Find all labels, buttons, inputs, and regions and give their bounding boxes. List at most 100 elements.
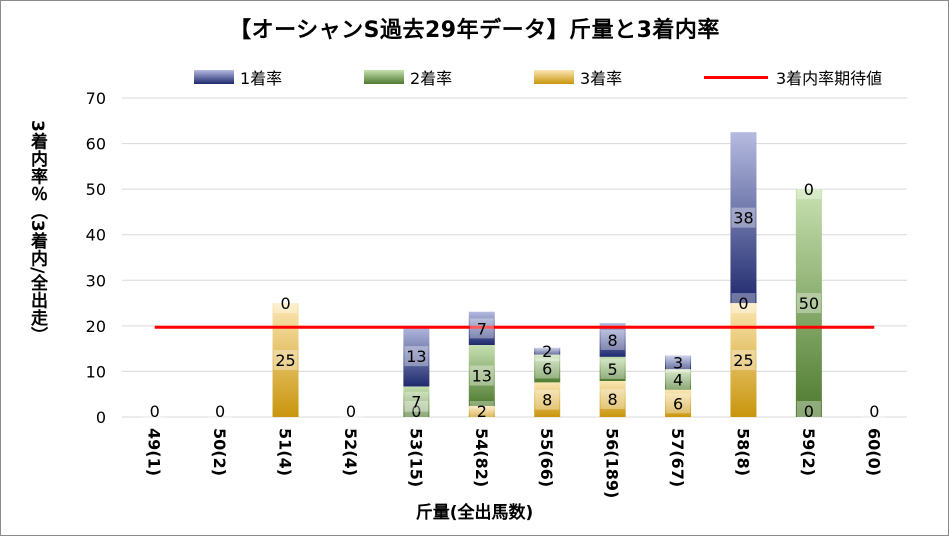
data-label: 2 <box>477 402 487 421</box>
x-tick-label: 57(67) <box>668 428 687 487</box>
data-label: 6 <box>542 359 552 378</box>
y-tick-label: 20 <box>86 317 106 336</box>
x-tick-label: 53(15) <box>406 428 425 487</box>
legend-item-second: 2着率 <box>364 66 452 88</box>
data-label: 0 <box>804 402 814 421</box>
data-label: 0 <box>346 402 356 421</box>
y-tick-label: 30 <box>86 271 106 290</box>
legend-item-expected: 3着内率期待値 <box>704 66 882 88</box>
legend-item-third: 3着率 <box>534 66 622 88</box>
x-tick-label: 49(1) <box>145 428 164 476</box>
y-tick-label: 40 <box>86 226 106 245</box>
data-label: 4 <box>673 370 683 389</box>
x-tick-label: 54(82) <box>472 428 491 487</box>
y-axis-label: 3着内率％（3着内/全出走） <box>27 120 47 344</box>
data-label-bg <box>796 401 821 421</box>
data-label-bg <box>338 401 363 421</box>
chart-title: 【オーシャンS過去29年データ】斤量と3着内率 <box>229 18 720 43</box>
legend-label-second: 2着率 <box>410 69 453 88</box>
data-label: 8 <box>608 331 618 350</box>
data-label: 3 <box>673 353 683 372</box>
data-label-bg <box>666 393 691 414</box>
legend-line-expected <box>704 75 768 79</box>
data-label-bg <box>404 401 429 421</box>
data-label: 50 <box>799 294 819 313</box>
data-label-bg <box>273 293 298 314</box>
y-tick-label: 50 <box>86 180 106 199</box>
data-label: 2 <box>542 342 552 361</box>
x-tick-label: 56(189) <box>603 428 622 498</box>
data-label-bg <box>666 369 691 390</box>
bar-segment <box>730 132 757 304</box>
bar-segment <box>403 386 430 417</box>
data-label-bg <box>535 358 560 379</box>
bar-segment <box>599 323 626 357</box>
data-label: 0 <box>150 402 160 421</box>
data-label: 0 <box>411 402 421 421</box>
data-label-bg <box>731 350 756 371</box>
data-label: 8 <box>542 391 552 410</box>
bar-segment <box>534 382 561 417</box>
bar-segment <box>795 189 822 417</box>
x-tick-label: 58(8) <box>733 428 752 476</box>
data-label-bg <box>469 401 494 421</box>
y-tick-label: 60 <box>86 135 106 154</box>
bar-segment <box>534 347 561 355</box>
data-label-bg <box>535 389 560 410</box>
data-label: 8 <box>608 390 618 409</box>
legend-swatch-win <box>194 70 234 84</box>
bar-segment <box>468 406 495 417</box>
data-label: 0 <box>804 180 814 199</box>
data-label-bg <box>469 365 494 386</box>
bar-segment <box>599 380 626 417</box>
data-label-bg <box>535 341 560 362</box>
data-label-bg <box>731 293 756 314</box>
bar-segment <box>534 354 561 383</box>
legend-label-third: 3着率 <box>580 69 623 88</box>
y-tick-label: 0 <box>96 408 106 427</box>
x-tick-label: 59(2) <box>799 428 818 476</box>
x-tick-label: 52(4) <box>341 428 360 476</box>
x-tick-label: 60(0) <box>864 428 883 476</box>
data-label: 0 <box>215 402 225 421</box>
data-label: 13 <box>472 367 492 386</box>
legend-label-expected: 3着内率期待値 <box>776 69 883 88</box>
data-label: 13 <box>406 347 426 366</box>
data-label-bg <box>404 391 429 412</box>
data-label-bg <box>600 358 625 379</box>
data-label-bg <box>600 329 625 350</box>
data-label-bg <box>208 401 233 421</box>
data-label: 25 <box>275 351 295 370</box>
x-tick-label: 55(66) <box>537 428 556 487</box>
x-axis-label: 斤量(全出馬数) <box>415 503 534 523</box>
legend-label-win: 1着率 <box>240 69 283 88</box>
bar-segment <box>272 303 299 417</box>
x-tick-label: 51(4) <box>276 428 295 476</box>
data-label: 38 <box>733 209 753 228</box>
data-label: 0 <box>869 402 879 421</box>
x-tick-label: 50(2) <box>210 428 229 476</box>
legend-swatch-second <box>364 70 404 84</box>
data-label-bg <box>666 352 691 373</box>
data-label-bg <box>404 346 429 367</box>
bar-segment <box>665 369 692 390</box>
y-tick-label: 70 <box>86 89 106 108</box>
bar-segment <box>665 355 692 370</box>
data-label: 0 <box>280 294 290 313</box>
data-label: 6 <box>673 394 683 413</box>
bar-segment <box>599 356 626 381</box>
data-label-bg <box>796 179 821 200</box>
data-label-bg <box>731 207 756 228</box>
data-label: 7 <box>477 319 487 338</box>
data-label: 25 <box>733 351 753 370</box>
data-label-bg <box>273 350 298 371</box>
data-label: 7 <box>411 393 421 412</box>
data-label: 5 <box>608 360 618 379</box>
data-label-bg <box>600 388 625 409</box>
y-tick-label: 10 <box>86 362 106 381</box>
bar-segment <box>468 344 495 407</box>
data-label: 0 <box>738 294 748 313</box>
legend-item-win: 1着率 <box>194 66 282 88</box>
